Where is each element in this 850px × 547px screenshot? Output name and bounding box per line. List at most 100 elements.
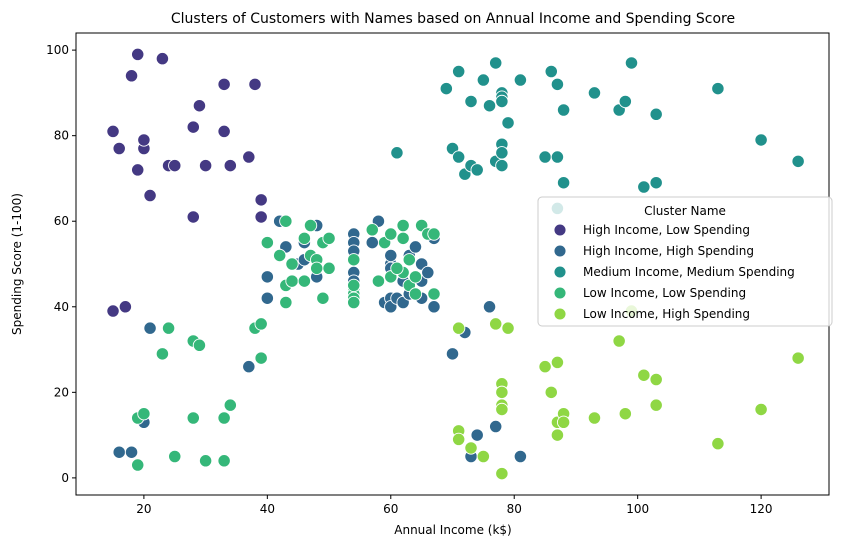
- data-point: [538, 150, 552, 164]
- legend: Cluster Name High Income, Low SpendingHi…: [537, 196, 833, 327]
- data-point: [310, 261, 324, 275]
- data-point: [754, 402, 768, 417]
- data-point: [161, 321, 176, 335]
- data-point: [452, 321, 466, 335]
- data-point: [260, 270, 274, 284]
- data-point: [556, 176, 571, 190]
- data-point: [550, 77, 565, 91]
- data-point: [297, 274, 312, 288]
- data-point: [408, 287, 423, 301]
- data-point: [223, 398, 237, 412]
- data-point: [791, 351, 805, 365]
- data-point: [476, 73, 491, 87]
- series-2: [112, 214, 528, 464]
- data-point: [482, 300, 497, 314]
- data-point: [421, 265, 435, 280]
- data-point: [254, 351, 268, 365]
- data-point: [544, 64, 558, 79]
- data-point: [452, 150, 466, 164]
- y-tick-label: 20: [54, 385, 69, 399]
- legend-label: Medium Income, Medium Spending: [583, 265, 795, 279]
- legend-marker: [553, 244, 567, 258]
- data-point: [427, 227, 441, 241]
- data-point: [248, 77, 262, 91]
- data-point: [396, 218, 410, 233]
- data-point: [754, 133, 768, 147]
- data-point: [482, 99, 497, 113]
- data-point: [390, 261, 404, 275]
- data-point: [223, 158, 237, 173]
- data-point: [279, 214, 293, 228]
- data-point: [217, 411, 231, 425]
- data-point: [649, 372, 663, 387]
- chart-title: Clusters of Customers with Names based o…: [171, 11, 735, 27]
- data-point: [118, 300, 133, 314]
- data-point: [649, 107, 663, 121]
- data-point: [260, 235, 274, 250]
- data-point: [217, 454, 231, 468]
- data-point: [402, 253, 416, 267]
- data-point: [347, 278, 361, 293]
- series-5: [452, 304, 805, 481]
- data-point: [168, 158, 182, 173]
- data-point: [464, 441, 478, 455]
- data-point: [254, 193, 268, 207]
- data-point: [408, 240, 423, 254]
- data-point: [618, 407, 632, 421]
- data-point: [452, 64, 466, 79]
- data-point: [143, 321, 157, 335]
- data-point: [556, 103, 571, 117]
- data-point: [427, 300, 441, 314]
- data-point: [384, 227, 398, 241]
- data-point: [198, 454, 213, 468]
- data-point: [489, 56, 503, 70]
- data-point: [489, 419, 503, 434]
- data-point: [791, 154, 805, 168]
- y-axis-label: Spending Score (1-100): [10, 193, 24, 335]
- data-point: [124, 445, 139, 459]
- data-point: [106, 304, 120, 318]
- data-point: [452, 432, 466, 447]
- data-point: [556, 415, 571, 429]
- data-point: [192, 99, 207, 113]
- data-point: [495, 385, 509, 399]
- data-point: [649, 176, 663, 190]
- data-point: [297, 231, 312, 245]
- data-point: [254, 317, 268, 331]
- data-point: [217, 77, 231, 91]
- data-point: [439, 81, 453, 96]
- y-tick-label: 100: [46, 43, 69, 57]
- y-tick-label: 80: [54, 129, 69, 143]
- data-point: [501, 116, 515, 130]
- data-point: [513, 73, 528, 87]
- data-point: [495, 402, 509, 417]
- data-point: [242, 150, 256, 164]
- data-point: [513, 449, 528, 464]
- data-point: [711, 437, 725, 451]
- data-point: [587, 411, 602, 425]
- legend-marker: [553, 265, 567, 279]
- data-point: [371, 274, 386, 288]
- data-point: [624, 56, 639, 70]
- x-axis-label: Annual Income (k$): [394, 523, 511, 537]
- data-point: [538, 360, 552, 374]
- legend-title: Cluster Name: [644, 204, 726, 218]
- data-point: [242, 360, 256, 374]
- data-point: [143, 188, 157, 203]
- data-point: [168, 449, 182, 464]
- plot-points: [106, 47, 805, 481]
- x-tick-label: 60: [383, 502, 398, 516]
- data-point: [612, 334, 626, 348]
- data-point: [464, 94, 478, 109]
- data-point: [279, 295, 293, 310]
- data-point: [470, 163, 484, 177]
- data-point: [618, 94, 632, 109]
- data-point: [587, 86, 602, 100]
- y-tick-label: 60: [54, 214, 69, 228]
- data-point: [198, 158, 213, 173]
- legend-items: High Income, Low Spending High Income, Hi…: [553, 223, 795, 321]
- data-point: [186, 210, 200, 224]
- data-point: [131, 163, 145, 177]
- data-point: [186, 120, 200, 134]
